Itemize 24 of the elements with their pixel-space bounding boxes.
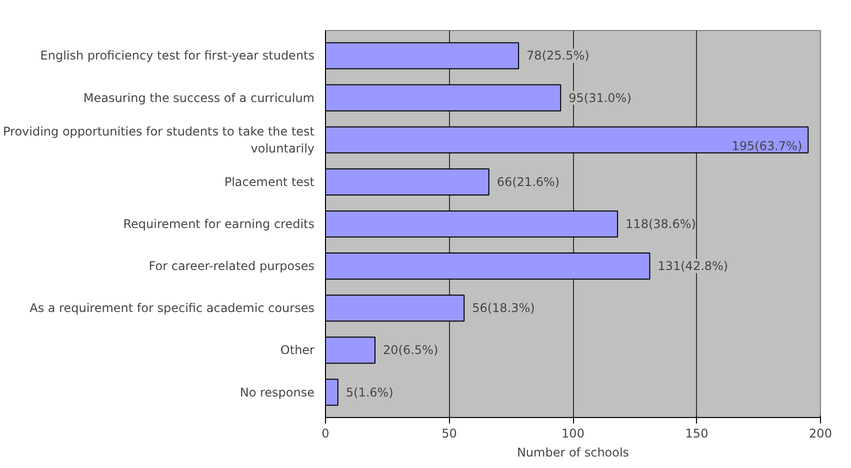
y-tick-label: Providing opportunities for students to take the test voluntarily: [3, 124, 315, 156]
data-label: 118(38.6%): [626, 217, 696, 231]
y-tick-label: Placement test: [224, 174, 315, 189]
data-label: 5(1.6%): [346, 385, 394, 400]
y-tick-label: English proficiency test for first-year students: [40, 48, 314, 63]
data-label: 131(42.8%): [658, 259, 728, 274]
x-axis-title: Number of schools: [516, 446, 630, 460]
y-tick-label: Measuring the success of a curriculum: [83, 90, 315, 105]
data-label: 195(63.7%): [732, 138, 802, 153]
x-tick-label: 150: [685, 426, 708, 440]
y-tick-label: Requirement for earning credits: [123, 217, 314, 231]
y-tick-label: As a requirement for specific academic courses: [30, 301, 315, 316]
data-label: 95(31.0%): [568, 90, 632, 105]
x-tick-label: 200: [809, 426, 832, 440]
data-label: 78(25.5%): [526, 48, 590, 63]
x-tick-label: 0: [322, 426, 330, 440]
x-tick-label: 50: [442, 426, 457, 440]
y-tick-label: No response: [240, 385, 315, 400]
x-tick-label: 100: [562, 426, 584, 440]
data-label: 20(6.5%): [383, 343, 438, 358]
data-label: 66(21.6%): [496, 174, 560, 189]
data-label: 56(18.3%): [472, 301, 535, 316]
y-tick-label: For career-related purposes: [148, 259, 315, 274]
y-tick-label: Other: [280, 343, 315, 358]
